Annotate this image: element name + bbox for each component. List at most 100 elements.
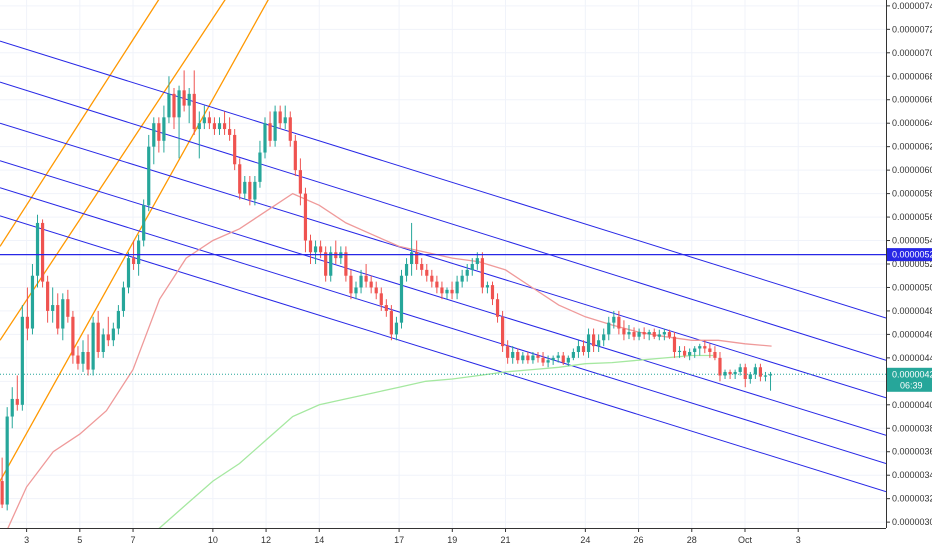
candle-body bbox=[738, 367, 742, 372]
candle-body bbox=[652, 332, 656, 337]
y-tick-label: 0.00000660 bbox=[892, 95, 932, 105]
candle-body bbox=[708, 348, 712, 352]
descending-channel-line bbox=[0, 40, 886, 319]
candle-body bbox=[5, 416, 9, 505]
candle-body bbox=[415, 252, 419, 264]
candle-body bbox=[91, 322, 95, 370]
descending-channel-line bbox=[0, 215, 886, 493]
candle-body bbox=[445, 289, 449, 294]
candle-body bbox=[354, 287, 358, 294]
horizontal-line-label: 0.00000528 bbox=[892, 250, 932, 260]
candle-body bbox=[30, 275, 35, 329]
candle-body bbox=[253, 181, 257, 200]
y-tick-label: 0.00000620 bbox=[892, 142, 932, 152]
candle-body bbox=[51, 305, 55, 311]
candle-body bbox=[359, 275, 363, 288]
candle-body bbox=[506, 346, 510, 358]
candle-body bbox=[460, 275, 464, 282]
candle-body bbox=[490, 285, 495, 300]
x-tick-label: 3 bbox=[24, 535, 29, 545]
candle-body bbox=[581, 346, 586, 352]
candle-body bbox=[66, 299, 70, 317]
y-tick-label: 0.00000560 bbox=[892, 212, 932, 222]
candle-body bbox=[86, 352, 90, 370]
descending-channel-line bbox=[0, 187, 886, 464]
horizontal-line-badge bbox=[887, 248, 932, 262]
candle-body bbox=[662, 332, 666, 335]
candle-body bbox=[187, 93, 191, 106]
candle-body bbox=[743, 367, 747, 379]
y-tick-label: 0.00000400 bbox=[892, 400, 932, 410]
candle-body bbox=[521, 355, 525, 361]
candle-body bbox=[511, 352, 515, 358]
candle-body bbox=[607, 322, 611, 335]
x-tick-label: 14 bbox=[314, 535, 324, 545]
x-tick-label: Oct bbox=[738, 535, 753, 545]
candle-body bbox=[147, 146, 151, 206]
candle-body bbox=[733, 371, 737, 375]
candle-body bbox=[713, 352, 717, 358]
candle-body bbox=[217, 123, 222, 130]
candle-body bbox=[632, 332, 636, 337]
candle-body bbox=[455, 281, 459, 294]
candle-body bbox=[126, 258, 131, 288]
candle-body bbox=[551, 357, 555, 361]
moving-average-green bbox=[158, 354, 714, 528]
candle-body bbox=[142, 205, 146, 241]
candle-body bbox=[516, 352, 520, 361]
price-overlays bbox=[0, 254, 886, 375]
y-tick-label: 0.00000480 bbox=[892, 306, 932, 316]
candle-body bbox=[20, 316, 24, 405]
candle-body bbox=[131, 258, 136, 264]
candle-body bbox=[349, 275, 353, 294]
candle-body bbox=[197, 123, 201, 130]
candle-body bbox=[167, 93, 171, 118]
candle-body bbox=[121, 287, 126, 311]
time-axis-bg bbox=[0, 528, 932, 550]
descending-channel-line bbox=[0, 160, 886, 436]
candle-body bbox=[162, 117, 166, 141]
ascending-channel bbox=[0, 0, 269, 482]
candle-body bbox=[379, 293, 383, 306]
candle-body bbox=[137, 240, 141, 264]
candle-body bbox=[425, 269, 429, 276]
candle-body bbox=[222, 123, 227, 130]
candle-body bbox=[420, 264, 424, 270]
candle-body bbox=[212, 123, 217, 130]
candle-body bbox=[672, 336, 677, 352]
candle-body bbox=[101, 334, 105, 352]
y-tick-label: 0.00000300 bbox=[892, 517, 932, 527]
candle-body bbox=[248, 181, 252, 200]
candle-body bbox=[111, 328, 115, 341]
x-tick-label: 7 bbox=[131, 535, 136, 545]
candle-body bbox=[364, 275, 368, 282]
candle-body bbox=[536, 355, 540, 358]
candle-body bbox=[207, 117, 211, 124]
candle-body bbox=[688, 352, 692, 356]
ascending-channel-line bbox=[0, 0, 269, 482]
x-tick-label: 17 bbox=[394, 535, 404, 545]
candle-body bbox=[500, 316, 505, 347]
candle-body bbox=[263, 123, 267, 153]
candle-body bbox=[612, 316, 616, 323]
y-tick-label: 0.00000680 bbox=[892, 71, 932, 81]
candle-body bbox=[617, 316, 621, 329]
candle-body bbox=[106, 334, 110, 341]
candle-body bbox=[586, 334, 591, 352]
candle-body bbox=[647, 332, 651, 335]
candle-body bbox=[384, 305, 388, 311]
candle-body bbox=[480, 258, 484, 288]
candle-body bbox=[682, 350, 687, 356]
candle-body bbox=[25, 316, 30, 329]
candle-body bbox=[278, 111, 282, 124]
y-tick-label: 0.00000380 bbox=[892, 423, 932, 433]
y-tick-label: 0.00000740 bbox=[892, 1, 932, 11]
candle-body bbox=[273, 111, 277, 141]
y-tick-label: 0.00000600 bbox=[892, 165, 932, 175]
candle-body bbox=[233, 134, 237, 165]
candle-body bbox=[10, 398, 14, 417]
x-tick-label: 12 bbox=[261, 535, 271, 545]
candle-body bbox=[485, 285, 490, 288]
